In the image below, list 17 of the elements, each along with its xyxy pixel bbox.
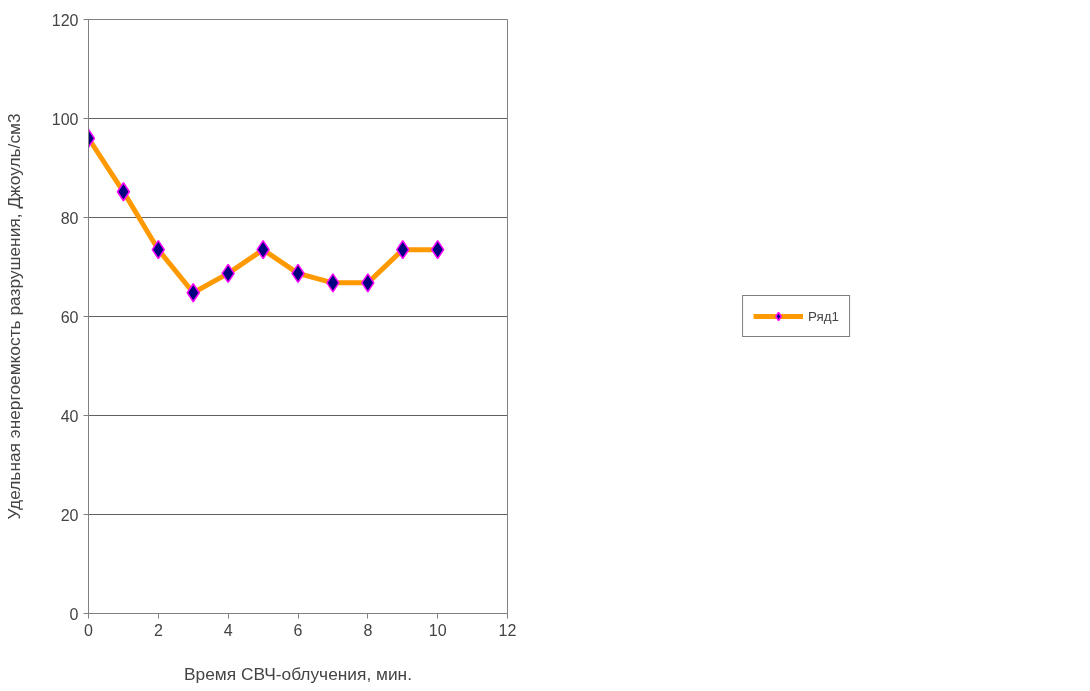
y-tick-label: 0 xyxy=(69,605,79,623)
x-tick-label: 10 xyxy=(428,621,447,639)
x-tick-label: 12 xyxy=(498,621,517,639)
x-tick-label: 4 xyxy=(223,621,233,639)
y-tick-label: 40 xyxy=(60,407,79,425)
y-tick-label: 20 xyxy=(60,506,79,524)
y-axis-title: Удельная энергоемкость разрушения, Джоуль/см3 xyxy=(3,113,24,520)
x-tick-label: 2 xyxy=(153,621,163,639)
x-tick-label: 6 xyxy=(293,621,303,639)
legend-label: Ряд1 xyxy=(808,308,839,324)
y-tick-label: 100 xyxy=(51,110,79,128)
y-tick-label: 60 xyxy=(60,308,79,326)
x-axis-title: Время СВЧ-облучения, мин. xyxy=(183,663,413,684)
x-tick-label: 0 xyxy=(84,621,94,639)
x-tick-label: 8 xyxy=(363,621,373,639)
y-tick-label: 120 xyxy=(51,11,79,29)
y-tick-label: 80 xyxy=(60,209,79,227)
